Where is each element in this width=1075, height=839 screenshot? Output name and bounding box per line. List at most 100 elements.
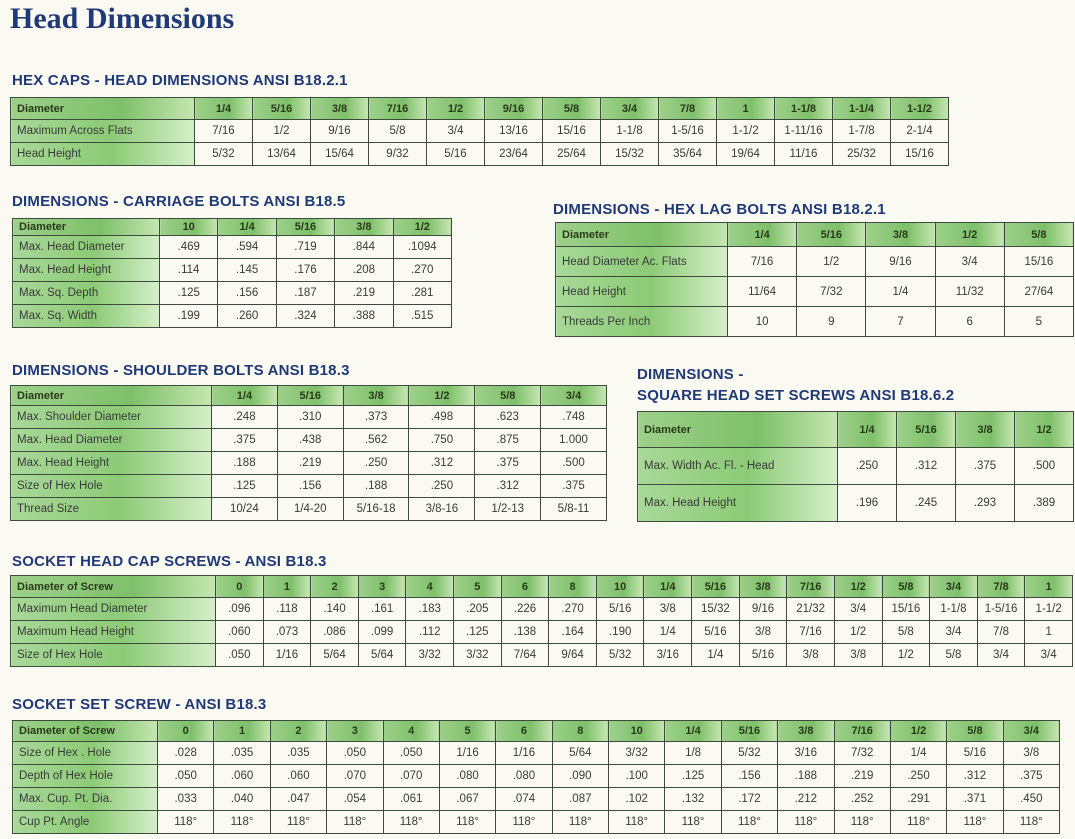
socket-set-screw-cell: .371 <box>946 787 1004 811</box>
socket-set-screw-cell: .074 <box>495 787 553 811</box>
shoulder-bolts-cell: 10/24 <box>211 497 278 521</box>
carriage-bolts-cell: .114 <box>158 258 219 282</box>
socket-head-cap-screws-cell: 3/4 <box>929 620 978 644</box>
socket-head-cap-screws-cell: .226 <box>500 597 550 621</box>
hex-caps-table: Diameter 1/4 5/16 3/8 7/16 1/2 9/16 5/8 3/4 7/8 1 1… <box>10 97 949 166</box>
socket-head-cap-screws-row-label: Maximum Head Diameter <box>10 597 216 621</box>
hex-caps-title: HEX CAPS - HEAD DIMENSIONS ANSI B18.2.1 <box>12 72 348 89</box>
shoulder-bolts-cell: .498 <box>408 405 476 429</box>
socket-head-cap-screws-column-header: 10 <box>595 575 645 598</box>
shoulder-bolts-row: Thread Size 10/24 1/4-20 5/16-18 3/8-16 1/2-1… <box>10 497 607 521</box>
hex-caps-column-header: 1/4 <box>194 97 253 120</box>
shoulder-bolts-cell: .375 <box>211 428 278 452</box>
socket-head-cap-screws-cell: 21/32 <box>786 597 835 621</box>
carriage-bolts-title: DIMENSIONS - CARRIAGE BOLTS ANSI B18.5 <box>12 193 346 210</box>
socket-set-screw-row: Max. Cup. Pt. Dia. .033.040.047.054.061.0… <box>12 787 1061 811</box>
socket-head-cap-screws-column-header: 7/8 <box>976 575 1026 598</box>
hex-caps-column-header: 3/4 <box>600 97 659 120</box>
carriage-bolts-cell: .324 <box>275 304 336 328</box>
socket-set-screw-header-row: Diameter of Screw 0 1 2 3 4 5 6 8 10 1/4 5/16 3/8 7/1… <box>12 720 1061 742</box>
square-head-set-screws-cell: .375 <box>955 447 1015 485</box>
shoulder-bolts-cell: 1/4-20 <box>276 497 344 521</box>
socket-head-cap-screws-cell: .140 <box>310 597 359 621</box>
square-head-set-screws-column-header: 1/4 <box>837 411 897 448</box>
socket-set-screw-cell: .219 <box>833 764 891 788</box>
hex-caps-cell: 5/8 <box>368 119 427 143</box>
socket-set-screw-row-label: Cup Pt. Angle <box>12 810 158 834</box>
shoulder-bolts-cell: .438 <box>276 428 344 452</box>
hex-caps-cell: 15/32 <box>600 142 659 166</box>
socket-set-screw-cell: 118° <box>269 810 328 834</box>
socket-set-screw-row-label: Max. Cup. Pt. Dia. <box>12 787 158 811</box>
hex-caps-column-header: 1/2 <box>426 97 485 120</box>
hex-caps-column-header: 1-1/2 <box>890 97 949 120</box>
shoulder-bolts-row-label: Size of Hex Hole <box>10 474 212 498</box>
socket-head-cap-screws-column-header: 5/8 <box>881 575 931 598</box>
socket-set-screw-cell: .090 <box>551 764 610 788</box>
shoulder-bolts-cell: .188 <box>342 474 410 498</box>
socket-set-screw-cell: .070 <box>382 764 440 788</box>
hex-lag-bolts-cell: 6 <box>934 306 1005 337</box>
socket-set-screw-cell: 3/32 <box>607 741 666 765</box>
hex-lag-bolts-cell: 9/16 <box>865 246 936 277</box>
socket-set-screw-cell: 1/8 <box>664 741 722 765</box>
hex-caps-cell: 11/16 <box>774 142 833 166</box>
shoulder-bolts-cell: .748 <box>540 405 607 429</box>
socket-set-screw-cell: .252 <box>833 787 891 811</box>
carriage-bolts-column-header: 1/4 <box>217 218 277 236</box>
socket-set-screw-cell: 118° <box>720 810 779 834</box>
carriage-bolts-column-header: 1/2 <box>392 218 452 236</box>
hex-lag-bolts-column-header: 1/2 <box>934 222 1005 247</box>
socket-head-cap-screws-cell: .270 <box>548 597 597 621</box>
shoulder-bolts-cell: .188 <box>211 451 278 475</box>
socket-head-cap-screws-cell: .073 <box>262 620 312 644</box>
socket-set-screw-column-header: 7/16 <box>833 720 891 742</box>
socket-set-screw-column-header: 5/8 <box>946 720 1004 742</box>
hex-lag-bolts-cell: 15/16 <box>1003 246 1074 277</box>
socket-head-cap-screws-column-header: 1/2 <box>833 575 883 598</box>
carriage-bolts-cell: .388 <box>334 304 394 328</box>
shoulder-bolts-column-header: 1/4 <box>211 385 278 406</box>
shoulder-bolts-row-label: Max. Head Diameter <box>10 428 212 452</box>
carriage-bolts-cell: .199 <box>158 304 219 328</box>
hex-caps-cell: 2-1/4 <box>890 119 949 143</box>
socket-set-screw-cell: .050 <box>156 764 215 788</box>
carriage-bolts-header-row: Diameter 10 1/4 5/16 3/8 1/2 <box>12 218 452 236</box>
hex-lag-bolts-cell: 5 <box>1003 306 1074 337</box>
shoulder-bolts-cell: .375 <box>540 474 607 498</box>
hex-lag-bolts-column-header: 1/4 <box>726 222 798 247</box>
socket-set-screw-row-label: Depth of Hex Hole <box>12 764 158 788</box>
socket-head-cap-screws-column-header: 7/16 <box>786 575 835 598</box>
shoulder-bolts-cell: 5/8-11 <box>540 497 607 521</box>
hex-caps-cell: 15/64 <box>310 142 369 166</box>
socket-set-screw-cell: 118° <box>946 810 1004 834</box>
socket-set-screw-cell: .250 <box>889 764 948 788</box>
socket-set-screw-cell: 3/16 <box>777 741 835 765</box>
square-head-set-screws-row: Max. Head Height .196.245.293.389 <box>637 484 1074 522</box>
hex-caps-column-header: 5/16 <box>252 97 311 120</box>
hex-lag-bolts-cell: 11/64 <box>726 276 798 307</box>
hex-caps-cell: 9/32 <box>368 142 427 166</box>
socket-set-screw-column-header: 3/8 <box>777 720 835 742</box>
socket-head-cap-screws-cell: 3/8 <box>643 597 693 621</box>
socket-set-screw-cell: .156 <box>720 764 779 788</box>
hex-caps-cell: 13/16 <box>484 119 543 143</box>
socket-set-screw-cell: 118° <box>156 810 215 834</box>
socket-head-cap-screws-cell: 1-5/16 <box>976 597 1026 621</box>
hex-lag-bolts-title: DIMENSIONS - HEX LAG BOLTS ANSI B18.2.1 <box>553 201 886 218</box>
socket-head-cap-screws-cell: .112 <box>405 620 455 644</box>
carriage-bolts-table: Diameter 10 1/4 5/16 3/8 1/2 Max. Head Diamete… <box>12 218 452 328</box>
hex-caps-column-header: 5/8 <box>542 97 601 120</box>
socket-set-screw-cell: .100 <box>607 764 666 788</box>
shoulder-bolts-cell: 3/8-16 <box>408 497 476 521</box>
socket-set-screw-cell: 1/4 <box>889 741 948 765</box>
shoulder-bolts-cell: .562 <box>342 428 410 452</box>
socket-head-cap-screws-cell: 5/16 <box>691 620 740 644</box>
carriage-bolts-cell: .469 <box>158 235 219 259</box>
hex-caps-column-header: 7/8 <box>658 97 717 120</box>
socket-set-screw-cell: .172 <box>720 787 779 811</box>
socket-set-screw-title: SOCKET SET SCREW - ANSI B18.3 <box>12 696 267 713</box>
shoulder-bolts-column-header: 3/8 <box>342 385 410 406</box>
hex-caps-row-label: Maximum Across Flats <box>10 119 195 143</box>
socket-head-cap-screws-column-header: 5/16 <box>691 575 740 598</box>
